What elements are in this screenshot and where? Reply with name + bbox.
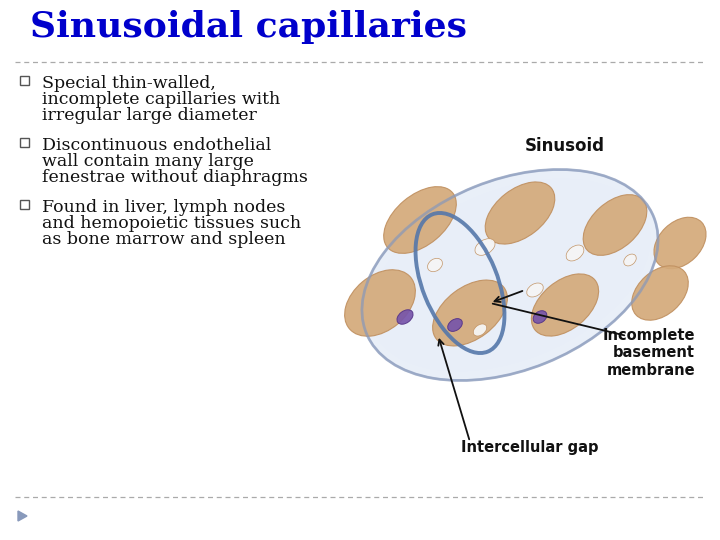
Ellipse shape <box>384 187 456 253</box>
Text: Intercellular gap: Intercellular gap <box>462 440 599 455</box>
Ellipse shape <box>624 254 636 266</box>
Ellipse shape <box>345 270 415 336</box>
Ellipse shape <box>654 217 706 269</box>
Ellipse shape <box>531 274 598 336</box>
Text: irregular large diameter: irregular large diameter <box>42 107 257 124</box>
Ellipse shape <box>362 170 658 381</box>
Ellipse shape <box>369 179 650 372</box>
Ellipse shape <box>475 239 495 255</box>
FancyBboxPatch shape <box>20 138 29 147</box>
FancyBboxPatch shape <box>20 200 29 209</box>
Text: Found in liver, lymph nodes: Found in liver, lymph nodes <box>42 199 285 216</box>
Text: Incomplete
basement
membrane: Incomplete basement membrane <box>603 328 695 378</box>
Ellipse shape <box>448 319 462 332</box>
Text: wall contain many large: wall contain many large <box>42 153 254 170</box>
Ellipse shape <box>397 310 413 324</box>
Ellipse shape <box>433 280 508 346</box>
Text: Sinusoidal capillaries: Sinusoidal capillaries <box>30 10 467 44</box>
Text: Special thin-walled,: Special thin-walled, <box>42 75 216 92</box>
Ellipse shape <box>527 283 544 297</box>
Text: fenestrae without diaphragms: fenestrae without diaphragms <box>42 169 308 186</box>
Text: and hemopoietic tissues such: and hemopoietic tissues such <box>42 215 301 232</box>
FancyBboxPatch shape <box>20 76 29 85</box>
Ellipse shape <box>485 182 555 244</box>
Text: Sinusoid: Sinusoid <box>525 137 605 155</box>
Ellipse shape <box>533 310 547 323</box>
Text: incomplete capillaries with: incomplete capillaries with <box>42 91 280 108</box>
Ellipse shape <box>428 258 442 272</box>
Ellipse shape <box>583 194 647 255</box>
Ellipse shape <box>631 266 688 320</box>
Ellipse shape <box>473 324 487 336</box>
Polygon shape <box>18 511 27 521</box>
Ellipse shape <box>566 245 584 261</box>
Text: Discontinuous endothelial: Discontinuous endothelial <box>42 137 271 154</box>
Text: as bone marrow and spleen: as bone marrow and spleen <box>42 231 286 248</box>
